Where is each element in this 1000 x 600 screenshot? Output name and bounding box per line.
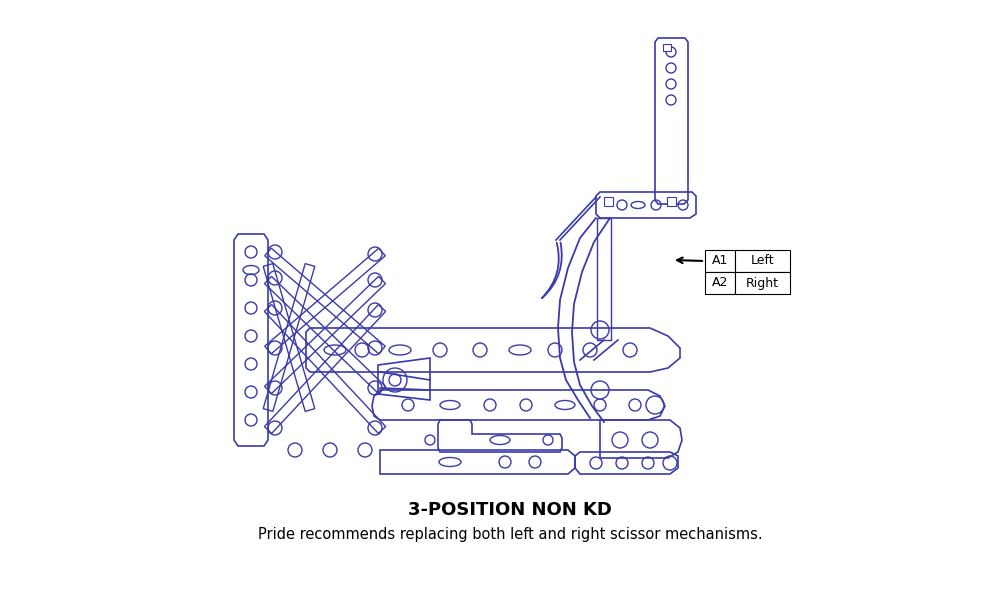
Bar [663,44,671,51]
Text: Left: Left [751,254,774,268]
Bar [604,197,613,206]
Text: A2: A2 [712,277,728,289]
Bar [735,272,790,294]
Text: Pride recommends replacing both left and right scissor mechanisms.: Pride recommends replacing both left and… [258,527,762,542]
Bar [735,250,790,272]
Text: Right: Right [746,277,779,289]
Text: A1: A1 [712,254,728,268]
Bar [705,272,735,294]
Text: 3-POSITION NON KD: 3-POSITION NON KD [408,501,612,519]
Bar [667,197,676,206]
Bar [705,250,735,272]
